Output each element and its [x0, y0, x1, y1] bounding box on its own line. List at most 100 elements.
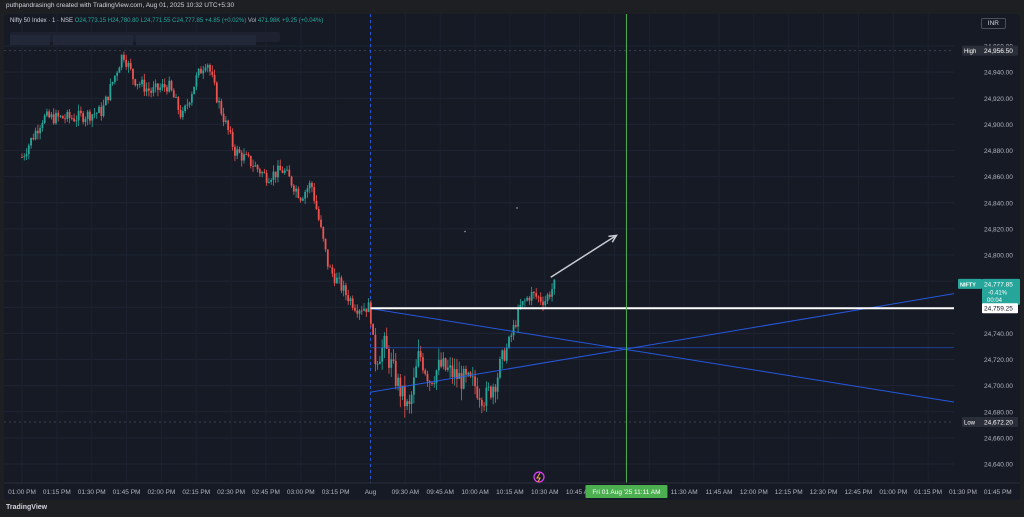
candle-body — [356, 310, 359, 314]
high-label-bg — [962, 45, 982, 56]
candle-body — [514, 325, 517, 327]
candle-body — [75, 120, 78, 122]
candle-body — [263, 172, 266, 174]
candle-body — [442, 358, 445, 367]
candle-body — [70, 117, 73, 119]
candle-body — [258, 169, 261, 174]
countdown: 00:04 — [987, 298, 1003, 304]
candle-body — [456, 369, 458, 379]
candle-body — [480, 399, 483, 406]
candle-body — [116, 72, 119, 76]
hline-price-badge — [982, 303, 1018, 314]
price-tick-label: 24,720.00 — [984, 357, 1013, 364]
time-tick-label: 09:30 AM — [392, 489, 419, 496]
low-label: Low — [964, 420, 976, 426]
candle-body — [431, 382, 433, 384]
candle-body — [379, 361, 381, 364]
candle-body — [401, 385, 404, 397]
candle-body — [111, 82, 114, 84]
time-tick-label: 02:15 PM — [182, 489, 210, 496]
candle-body — [125, 59, 128, 67]
candle-body — [329, 266, 331, 268]
arrow-drawing[interactable] — [550, 234, 617, 278]
candle-body — [483, 405, 486, 407]
time-tick-label: 01:45 PM — [113, 489, 141, 496]
candles — [21, 51, 556, 418]
candle-body — [419, 351, 422, 358]
candle-body — [272, 171, 275, 181]
candle-body — [469, 372, 472, 377]
legend-vol-change: +9.25 (+0.04%) — [281, 18, 324, 24]
candle-body — [412, 377, 415, 395]
last-price-badge — [982, 278, 1020, 305]
last-price-change: -0.41% — [988, 290, 1008, 296]
candle-body — [517, 308, 519, 327]
candle-body — [222, 113, 225, 123]
time-axis-bg — [4, 483, 1020, 500]
candle-body — [340, 277, 343, 291]
candle-body — [89, 111, 91, 121]
candle-body — [202, 70, 205, 74]
candle-body — [311, 182, 313, 188]
candle-body — [118, 67, 121, 73]
marker-dot — [464, 230, 466, 233]
low-label-bg — [962, 416, 982, 427]
price-scale[interactable]: 24,960.0024,940.0024,920.0024,900.0024,8… — [954, 14, 1020, 500]
candle-body — [485, 387, 488, 406]
trendline-down[interactable] — [370, 308, 975, 406]
candle-body — [184, 105, 186, 112]
candle-body — [211, 71, 214, 75]
candle-body — [528, 297, 531, 301]
candle-body — [499, 359, 501, 378]
time-tick-label: 11:45 AM — [706, 489, 733, 496]
candle-body — [315, 200, 318, 210]
price-tick-label: 24,860.00 — [984, 174, 1013, 181]
candle-body — [23, 156, 26, 158]
high-label: High — [964, 49, 976, 55]
candle-body — [64, 118, 66, 120]
time-axis[interactable]: 01:00 PM 01:15 PM 01:30 PM 01:45 PM 02:00 PM… — [4, 482, 1020, 500]
arrow-head — [608, 234, 618, 243]
replay-icon[interactable] — [533, 471, 545, 483]
drawings[interactable] — [370, 14, 975, 483]
high-value-bg — [982, 45, 1018, 56]
candle-body — [57, 112, 60, 117]
candle-body — [274, 171, 277, 178]
price-tick-label: 24,820.00 — [984, 226, 1013, 233]
candle-body — [100, 106, 103, 117]
candle-body — [501, 350, 504, 360]
candle-body — [261, 172, 264, 174]
candle-body — [548, 294, 551, 297]
candle-body — [50, 114, 53, 118]
candle-body — [41, 122, 44, 129]
candle-body — [170, 80, 173, 91]
chart-panel[interactable]: 24,960.0024,940.0024,920.0024,900.0024,8… — [4, 14, 1020, 500]
time-tick-label: 01:00 PM — [8, 489, 36, 496]
candle-body — [32, 137, 35, 140]
candle-body — [410, 394, 413, 405]
candle-body — [544, 301, 547, 306]
candle-body — [163, 84, 166, 88]
trendline-up[interactable] — [370, 289, 975, 393]
candle-body — [542, 301, 544, 306]
time-tick-label: 01:45 PM — [984, 489, 1012, 496]
candle-body — [98, 106, 100, 113]
indicator-legend-obscured — [10, 32, 280, 45]
candle-body — [161, 84, 164, 88]
time-tick-label: 09:45 AM — [426, 489, 453, 496]
candle-body — [200, 68, 202, 74]
candle-body — [25, 154, 28, 157]
candle-body — [487, 386, 490, 388]
legend-low: L24,771.55 — [140, 18, 171, 24]
candle-body — [397, 377, 399, 386]
candle-body — [136, 84, 139, 86]
candle-body — [317, 209, 320, 220]
candle-body — [324, 238, 327, 250]
tradingview-logo: TradingView — [6, 504, 48, 511]
candle-body — [177, 97, 180, 110]
currency-button[interactable]: INR — [980, 18, 1006, 29]
chart-canvas[interactable]: 24,960.0024,940.0024,920.0024,900.0024,8… — [4, 14, 1020, 500]
candle-body — [376, 363, 379, 365]
candle-body — [374, 334, 377, 365]
